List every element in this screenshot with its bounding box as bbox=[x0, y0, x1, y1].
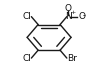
Text: +: + bbox=[71, 10, 76, 15]
Text: Cl: Cl bbox=[22, 12, 31, 21]
Text: O: O bbox=[65, 4, 72, 13]
Text: -: - bbox=[82, 11, 85, 20]
Text: O: O bbox=[79, 12, 86, 21]
Text: N: N bbox=[65, 12, 72, 21]
Text: Cl: Cl bbox=[22, 54, 31, 63]
Text: Br: Br bbox=[67, 54, 77, 63]
